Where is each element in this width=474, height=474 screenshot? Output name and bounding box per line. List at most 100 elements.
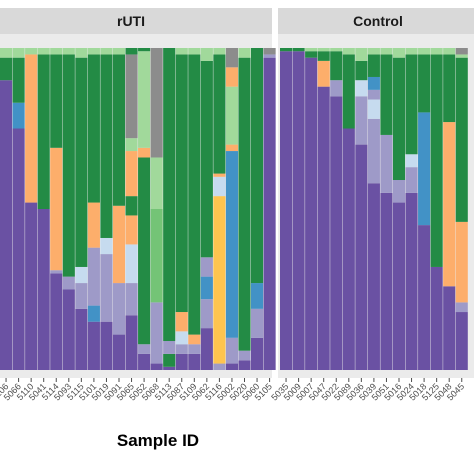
bar-segment	[175, 353, 188, 370]
bar-segment	[50, 270, 63, 274]
bar-segment	[305, 57, 318, 370]
bar-segment	[225, 337, 238, 364]
bar-segment	[200, 257, 213, 277]
bar-segment	[50, 54, 63, 148]
facet-title: rUTI	[117, 13, 145, 29]
bar-segment	[418, 112, 431, 226]
bar-segment	[225, 48, 238, 68]
bar-segment	[200, 60, 213, 258]
bar-segment	[125, 54, 138, 139]
bar-5036	[355, 48, 368, 370]
bar-segment	[330, 51, 343, 81]
bar-segment	[0, 48, 13, 58]
facet-strip	[278, 8, 474, 34]
bar-5051	[380, 48, 393, 370]
bar-segment	[292, 51, 305, 370]
bar-segment	[380, 54, 393, 135]
bar-segment	[317, 60, 330, 87]
bar-segment	[150, 363, 163, 370]
bar-segment	[355, 80, 368, 97]
bar-segment	[25, 48, 38, 55]
bar-segment	[380, 192, 393, 370]
bar-segment	[62, 289, 75, 370]
bar-segment	[125, 283, 138, 316]
bar-segment	[405, 54, 418, 155]
bar-segment	[150, 209, 163, 303]
bar-segment	[225, 363, 238, 370]
bar-segment	[175, 54, 188, 313]
bar-segment	[355, 48, 368, 61]
bar-segment	[125, 138, 138, 152]
bar-segment	[238, 360, 251, 370]
bar-segment	[150, 48, 163, 158]
bar-segment	[163, 353, 176, 367]
bar-segment	[342, 54, 355, 129]
bar-segment	[263, 48, 276, 55]
bar-segment	[75, 283, 88, 309]
facet-ruti: rUTI510650665110504151145093511551015019…	[0, 8, 276, 403]
bar-segment	[87, 321, 100, 370]
bar-segment	[0, 80, 13, 370]
bar-segment	[392, 57, 406, 181]
bar-segment	[238, 57, 251, 351]
bar-5093	[62, 48, 75, 370]
bar-segment	[75, 48, 88, 58]
bar-5101	[87, 48, 100, 370]
bar-segment	[251, 283, 264, 309]
bar-segment	[455, 54, 468, 58]
bar-segment	[200, 299, 213, 329]
bar-5087	[175, 48, 188, 370]
x-axis-title: Sample ID	[117, 431, 199, 450]
bar-segment	[443, 122, 456, 287]
bar-5009	[292, 48, 305, 370]
bar-segment	[455, 57, 468, 222]
bar-segment	[62, 48, 75, 55]
bar-segment	[200, 276, 213, 300]
bar-5115	[75, 48, 88, 370]
bar-segment	[37, 54, 50, 209]
bar-5047	[317, 48, 330, 370]
bar-segment	[138, 353, 151, 370]
bar-5035	[280, 48, 293, 370]
bar-segment	[392, 202, 406, 370]
bar-segment	[62, 54, 75, 277]
bar-segment	[355, 60, 368, 81]
bar-segment	[0, 57, 13, 81]
bar-segment	[342, 48, 355, 55]
bar-5109	[188, 48, 201, 370]
bar-segment	[213, 196, 226, 364]
bar-segment	[443, 48, 456, 55]
bar-segment	[112, 205, 126, 284]
bar-segment	[443, 54, 456, 123]
bar-segment	[75, 57, 88, 267]
bar-segment	[175, 312, 188, 332]
bar-segment	[75, 266, 88, 284]
bar-segment	[367, 76, 380, 90]
bar-segment	[280, 48, 293, 52]
bar-segment	[455, 312, 468, 370]
bar-segment	[405, 154, 418, 168]
bar-segment	[392, 48, 406, 58]
bar-segment	[87, 202, 100, 248]
bar-segment	[125, 215, 138, 245]
bar-segment	[405, 192, 418, 370]
bar-segment	[75, 308, 88, 370]
bar-segment	[280, 51, 293, 370]
bar-segment	[188, 54, 201, 335]
bar-segment	[100, 321, 113, 370]
bar-segment	[112, 334, 126, 370]
bar-5091	[112, 48, 126, 370]
bar-segment	[330, 80, 343, 97]
bar-segment	[405, 167, 418, 193]
bar-segment	[125, 244, 138, 284]
bar-segment	[138, 48, 151, 52]
bar-segment	[125, 315, 138, 370]
bar-segment	[100, 254, 113, 322]
bar-5116	[213, 48, 226, 370]
bar-5089	[342, 48, 355, 370]
bar-5125	[430, 48, 443, 370]
bar-segment	[213, 48, 226, 55]
bar-segment	[200, 48, 213, 61]
bar-segment	[238, 48, 251, 58]
bar-5065	[125, 48, 138, 370]
